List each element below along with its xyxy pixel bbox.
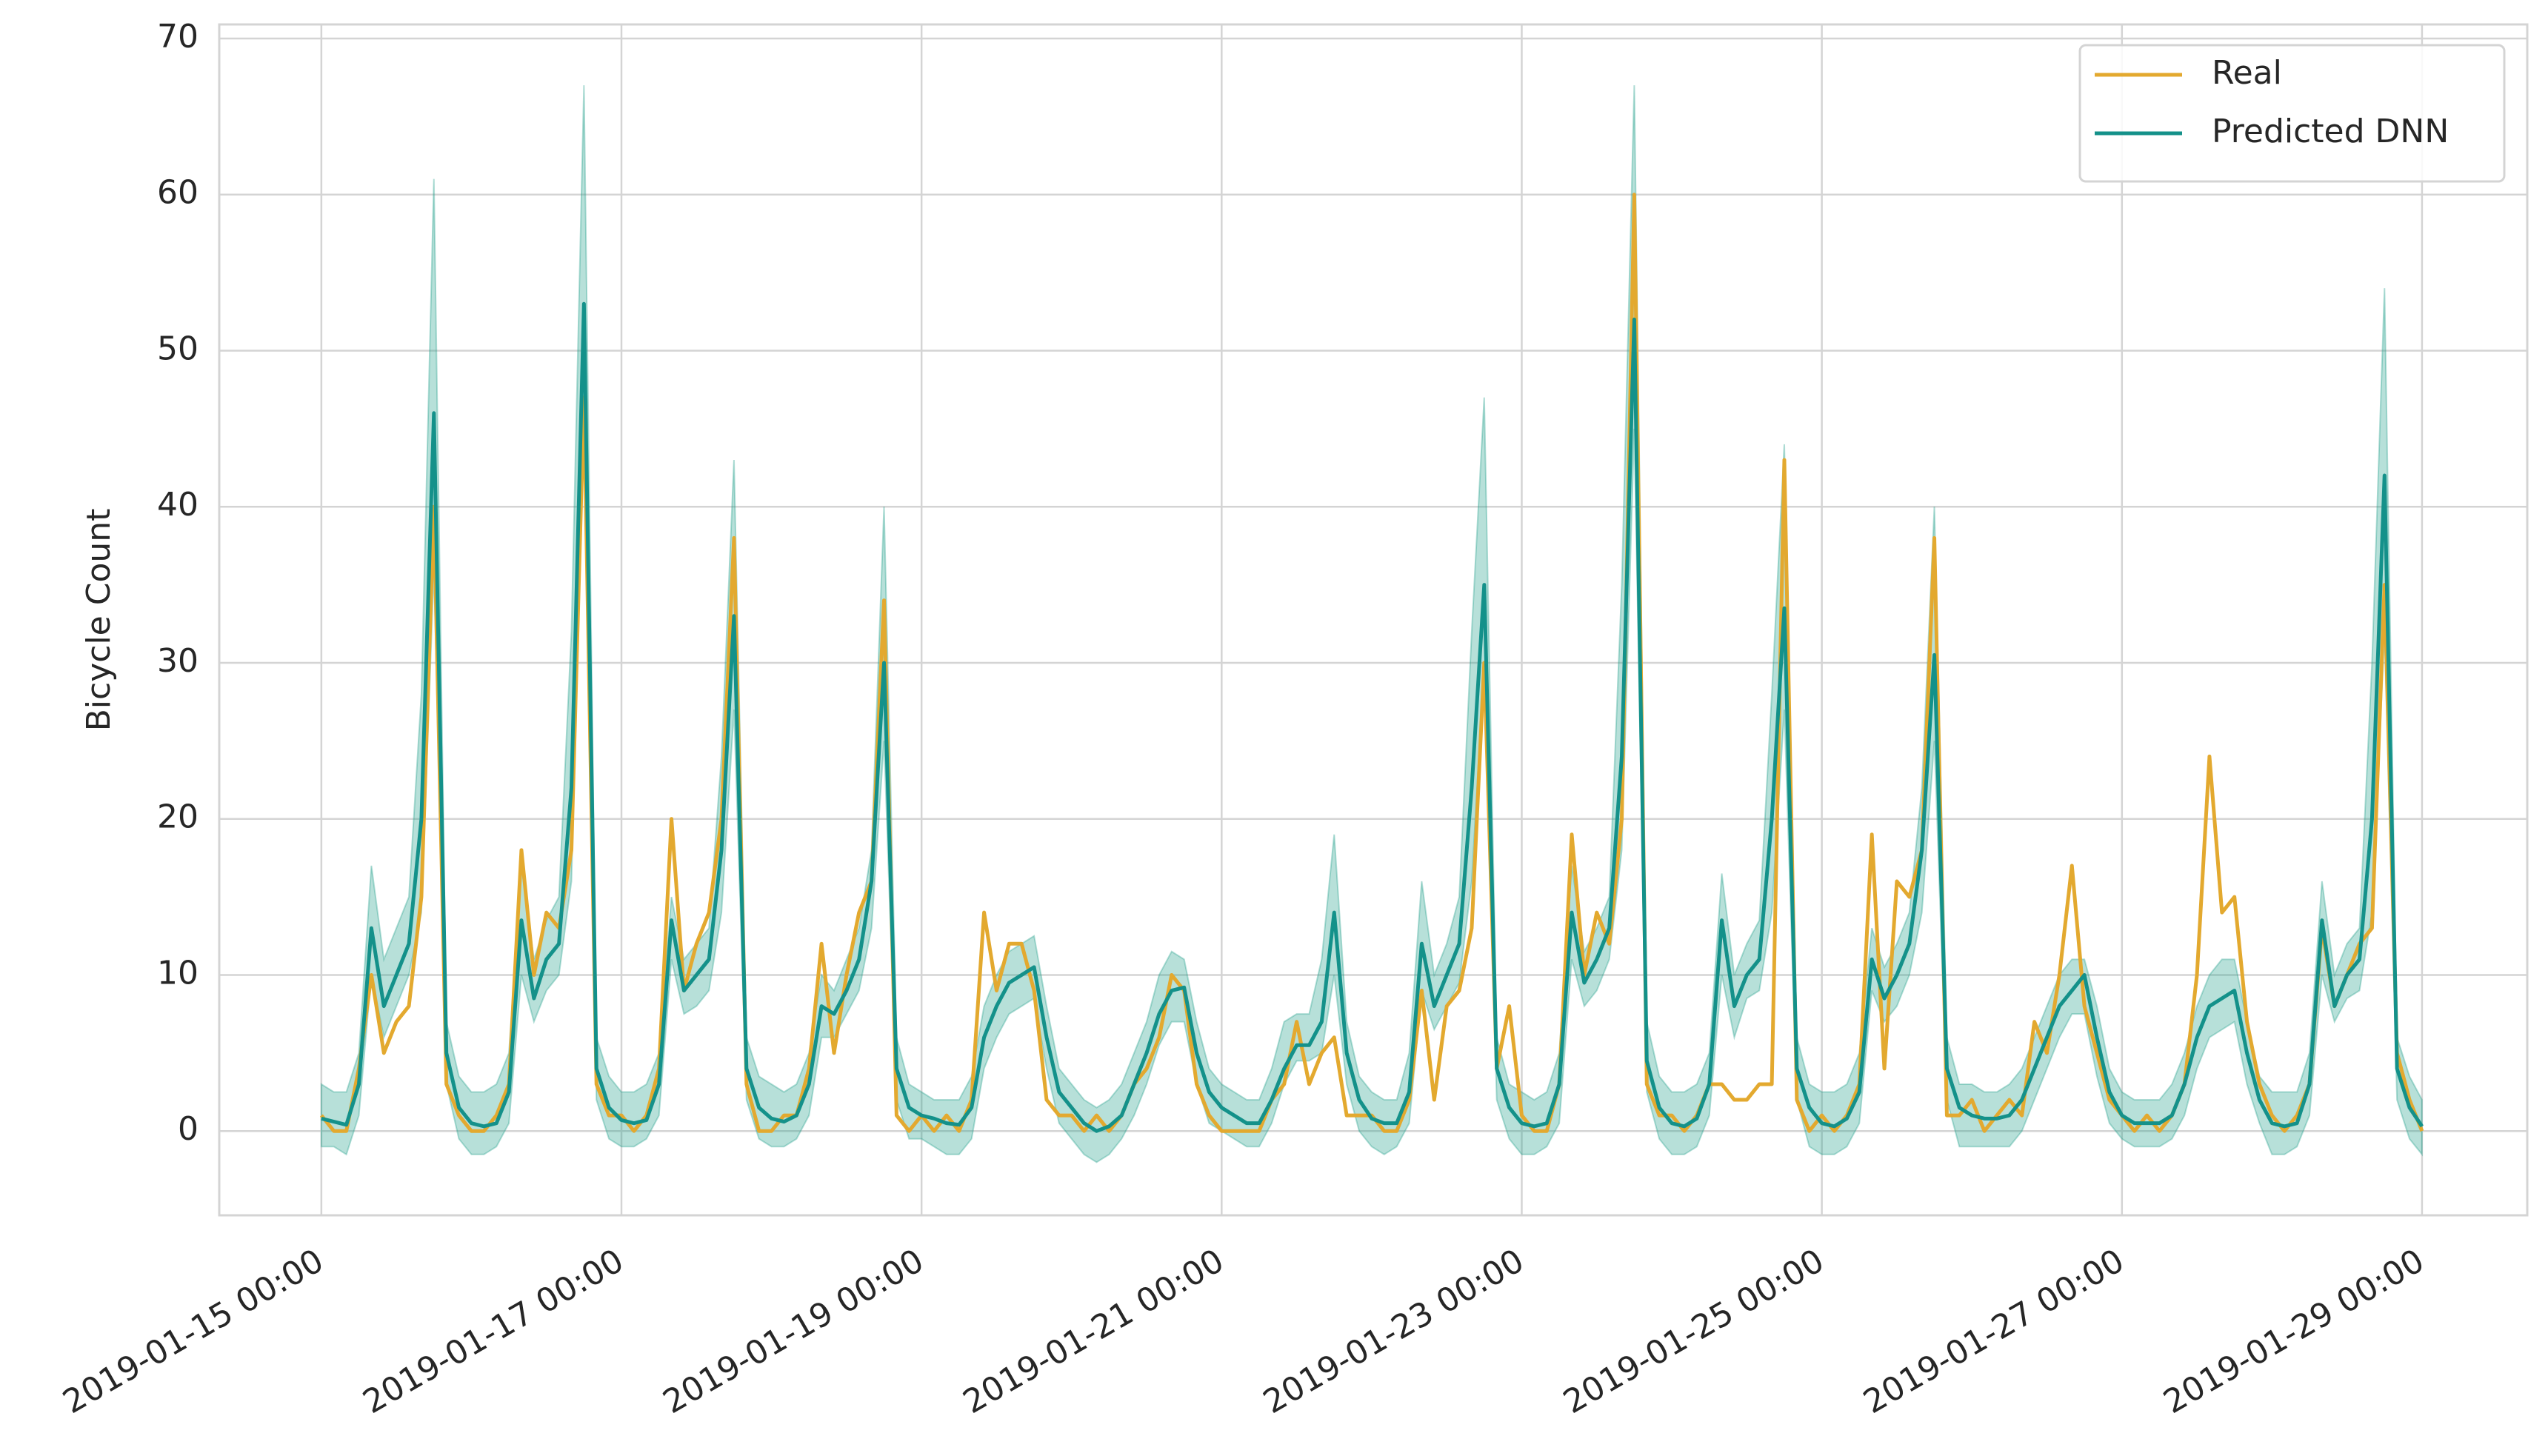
x-tick-label: 2019-01-25 00:00 bbox=[1557, 1242, 1830, 1421]
legend-label: Real bbox=[2212, 54, 2282, 92]
y-tick-label: 10 bbox=[157, 954, 199, 992]
x-tick-label: 2019-01-19 00:00 bbox=[657, 1242, 930, 1421]
x-tick-label: 2019-01-29 00:00 bbox=[2158, 1242, 2431, 1421]
y-tick-label: 30 bbox=[157, 642, 199, 680]
y-tick-label: 70 bbox=[157, 18, 199, 56]
y-tick-label: 0 bbox=[178, 1110, 199, 1148]
y-tick-label: 20 bbox=[157, 798, 199, 836]
confidence-band bbox=[320, 85, 2423, 1163]
y-axis-label: Bicycle Count bbox=[80, 509, 118, 732]
plot-area bbox=[219, 24, 2527, 1215]
x-tick-label: 2019-01-15 00:00 bbox=[56, 1242, 330, 1421]
y-tick-label: 50 bbox=[157, 330, 199, 367]
legend-label: Predicted DNN bbox=[2212, 113, 2449, 150]
x-tick-label: 2019-01-23 00:00 bbox=[1257, 1242, 1530, 1421]
y-tick-label: 40 bbox=[157, 486, 199, 524]
legend-box bbox=[2078, 44, 2506, 183]
legend: Real Predicted DNN bbox=[2078, 44, 2506, 183]
x-tick-label: 2019-01-27 00:00 bbox=[1857, 1242, 2130, 1421]
x-tick-label: 2019-01-21 00:00 bbox=[957, 1242, 1230, 1421]
x-tick-label: 2019-01-17 00:00 bbox=[357, 1242, 630, 1421]
y-tick-label: 60 bbox=[157, 174, 199, 212]
series-line bbox=[321, 301, 2424, 1133]
plot-frame bbox=[218, 23, 2529, 1217]
